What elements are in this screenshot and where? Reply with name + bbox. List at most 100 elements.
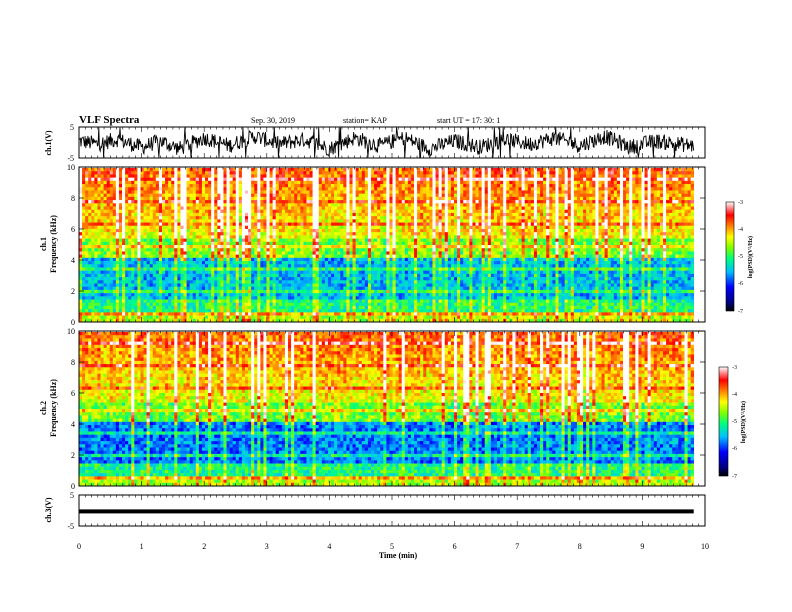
- spectrogram-cell: [281, 193, 286, 198]
- spectrogram-cell: [626, 184, 630, 188]
- spectrogram-cell: [493, 238, 498, 243]
- spectrogram-cell: [106, 232, 111, 236]
- spectrogram-cell: [183, 174, 187, 178]
- spectrogram-cell: [297, 206, 301, 211]
- spectrogram-cell: [189, 184, 194, 188]
- spectrogram-cell: [417, 177, 421, 182]
- spectrogram-cell: [251, 212, 255, 217]
- spectrogram-cell: [229, 203, 233, 207]
- spectrogram-cell: [438, 193, 442, 198]
- spectrogram-cell: [681, 222, 685, 227]
- spectrogram-cell: [598, 216, 602, 220]
- spectrogram-cell: [635, 216, 639, 220]
- spectrogram-cell: [115, 238, 120, 243]
- spectrogram-cell: [466, 206, 470, 211]
- spectrogram-cell: [650, 174, 655, 178]
- spectrogram-cell: [555, 168, 559, 172]
- spectrogram-cell: [478, 193, 482, 198]
- spectrogram-cell: [294, 200, 298, 204]
- spectrogram-cell: [666, 193, 670, 198]
- spectrogram-cell: [398, 193, 403, 198]
- spectrogram-cell: [327, 212, 332, 217]
- spectrogram-cell: [380, 216, 384, 220]
- spectrogram-cell: [555, 219, 559, 223]
- spectrogram-cell: [533, 206, 538, 211]
- spectrogram-cell: [601, 235, 605, 239]
- spectrogram-cell: [656, 168, 661, 172]
- spectrogram-cell: [555, 206, 559, 211]
- spectrogram-cell: [512, 219, 516, 223]
- spectrogram-cell: [417, 187, 421, 191]
- spectrogram-cell: [684, 196, 688, 201]
- spectrogram-cell: [103, 209, 107, 214]
- spectrogram-cell: [174, 225, 178, 230]
- spectrogram-cell: [386, 222, 390, 227]
- spectrogram-cell: [392, 171, 396, 175]
- spectrogram-cell: [122, 235, 126, 239]
- spectrogram-cell: [475, 200, 479, 204]
- spectrogram-cell: [497, 196, 501, 201]
- spectrogram-cell: [604, 177, 608, 182]
- spectrogram-cell: [284, 187, 289, 191]
- spectrogram-cell: [536, 206, 541, 211]
- spectrogram-cell: [100, 222, 104, 227]
- spectrogram-cell: [573, 177, 578, 182]
- spectrogram-cell: [398, 203, 403, 207]
- spectrogram-cell: [616, 206, 621, 211]
- spectrogram-cell: [401, 232, 406, 236]
- spectrogram-cell: [684, 228, 688, 233]
- spectrogram-cell: [469, 206, 473, 211]
- spectrogram-cell: [487, 206, 492, 211]
- spectrogram-cell: [453, 209, 458, 214]
- spectrogram-cell: [134, 212, 138, 217]
- spectrogram-cell: [632, 216, 636, 220]
- spectrogram-cell: [192, 174, 197, 178]
- spectrogram-cell: [432, 241, 436, 246]
- spectrogram-cell: [324, 222, 329, 227]
- spectrogram-cell: [377, 184, 381, 188]
- spectrogram-cell: [358, 177, 363, 182]
- spectrogram-cell: [244, 174, 249, 178]
- spectrogram-cell: [272, 193, 277, 198]
- spectrogram-cell: [109, 168, 114, 172]
- spectrogram-cell: [675, 200, 679, 204]
- spectrogram-cell: [515, 232, 519, 236]
- spectrogram-cell: [82, 171, 86, 175]
- spectrogram-cell: [309, 171, 313, 175]
- spectrogram-cell: [352, 177, 356, 182]
- spectrogram-cell: [361, 206, 366, 211]
- spectrogram-cell: [475, 238, 479, 243]
- spectrogram-cell: [232, 184, 237, 188]
- spectrogram-cell: [177, 209, 181, 214]
- spectrogram-cell: [438, 200, 442, 204]
- spectrogram-cell: [288, 238, 292, 243]
- spectrogram-cell: [438, 177, 442, 182]
- spectrogram-cell: [500, 232, 504, 236]
- spectrogram-cell: [659, 174, 664, 178]
- spectrogram-cell: [315, 241, 320, 246]
- spectrogram-cell: [294, 177, 298, 182]
- spectrogram-cell: [573, 216, 578, 220]
- spectrogram-cell: [401, 168, 406, 172]
- spectrogram-cell: [306, 174, 310, 178]
- spectrogram-cell: [321, 222, 326, 227]
- spectrogram-cell: [466, 177, 470, 182]
- spectrogram-cell: [91, 168, 95, 172]
- spectrogram-cell: [91, 174, 95, 178]
- spectrogram-cell: [257, 225, 261, 230]
- spectrogram-cell: [281, 200, 286, 204]
- spectrogram-cell: [586, 235, 590, 239]
- spectrogram-cell: [435, 219, 439, 223]
- spectrogram-cell: [395, 235, 399, 239]
- spectrogram-cell: [140, 171, 144, 175]
- spectrogram-cell: [334, 177, 338, 182]
- spectrogram-cell: [487, 184, 492, 188]
- spectrogram-cell: [632, 174, 636, 178]
- spectrogram-cell: [595, 209, 599, 214]
- spectrogram-cell: [137, 212, 141, 217]
- spectrogram-cell: [217, 228, 221, 233]
- spectrogram-cell: [521, 225, 525, 230]
- spectrogram-cell: [567, 184, 572, 188]
- spectrogram-cell: [521, 187, 525, 191]
- spectrogram-cell: [137, 196, 141, 201]
